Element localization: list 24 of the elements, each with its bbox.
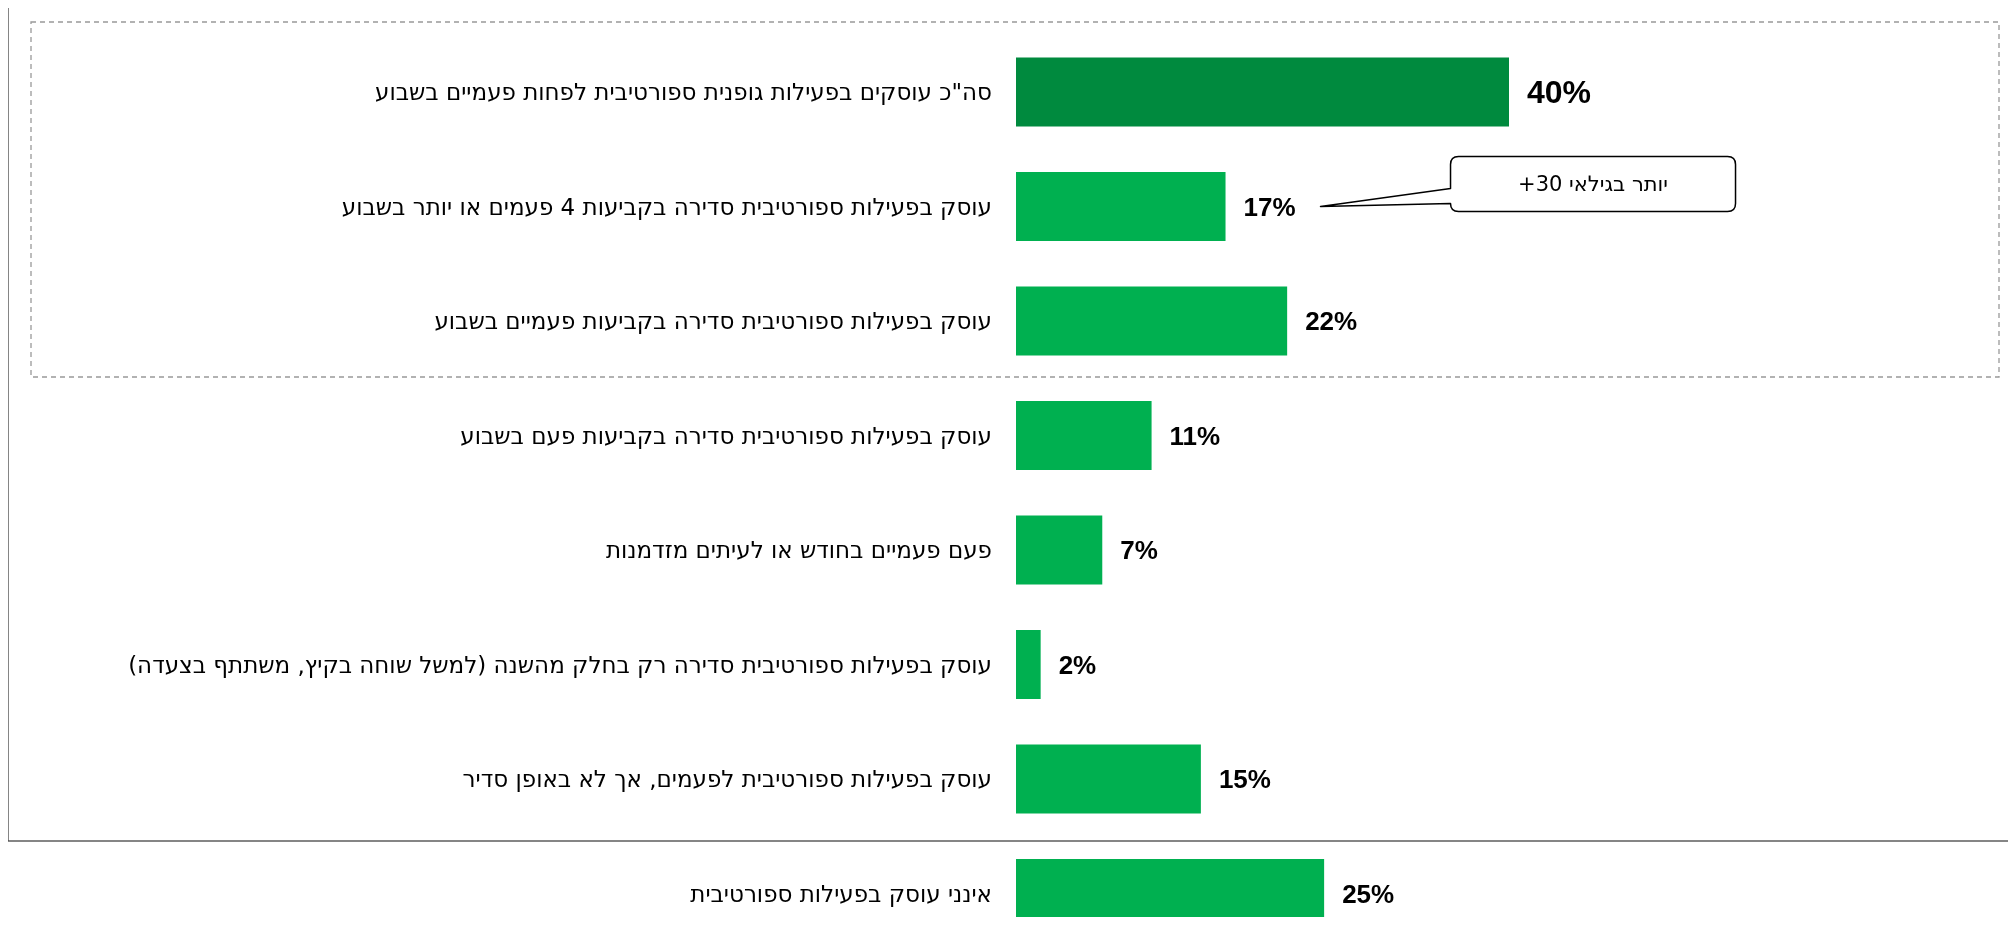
bar bbox=[1016, 172, 1226, 241]
data-label: 25% bbox=[1342, 878, 1395, 909]
data-label: 15% bbox=[1218, 764, 1271, 795]
y-tick-label: עוסק בפעילות ספורטיבית סדירה בקביעות 4 פעמים או יותר בשבוע bbox=[341, 193, 992, 220]
bar bbox=[1016, 57, 1509, 127]
text: יותר בגילאי 30+ bbox=[1518, 172, 1668, 197]
bar bbox=[1016, 630, 1041, 699]
bar bbox=[1016, 515, 1103, 585]
y-tick-label: אינני עוסק בפעילות ספורטיבית bbox=[690, 880, 992, 907]
data-label: 17% bbox=[1243, 191, 1296, 222]
bar bbox=[1016, 286, 1288, 356]
y-tick-label: עוסק בפעילות ספורטיבית סדירה רק בחלק מהשנה (למשל שוחה בקיץ, משתתף בצעדה) bbox=[128, 651, 992, 678]
y-tick-label: עוסק בפעילות ספורטיבית סדירה בקביעות פעם בשבוע bbox=[460, 422, 992, 449]
data-label: 7% bbox=[1120, 535, 1158, 566]
bar bbox=[1016, 401, 1152, 470]
data-label: 40% bbox=[1527, 74, 1592, 111]
y-tick-label: פעם פעמיים בחודש או לעיתים מזדמנות bbox=[605, 537, 992, 564]
data-label: 22% bbox=[1305, 306, 1358, 337]
y-tick-label: עוסק בפעילות ספורטיבית סדירה בקביעות פעמיים בשבוע bbox=[434, 308, 992, 335]
bar bbox=[1016, 744, 1201, 814]
y-tick-label: סה"כ עוסקים בפעילות גופנית ספורטיבית לפחות פעמיים בשבוע bbox=[375, 79, 992, 106]
data-label: 2% bbox=[1058, 649, 1097, 680]
data-label: 11% bbox=[1169, 420, 1221, 451]
y-tick-label: עוסק בפעילות ספורטיבית לפעמים, אך לא באופן סדיר bbox=[462, 766, 992, 793]
